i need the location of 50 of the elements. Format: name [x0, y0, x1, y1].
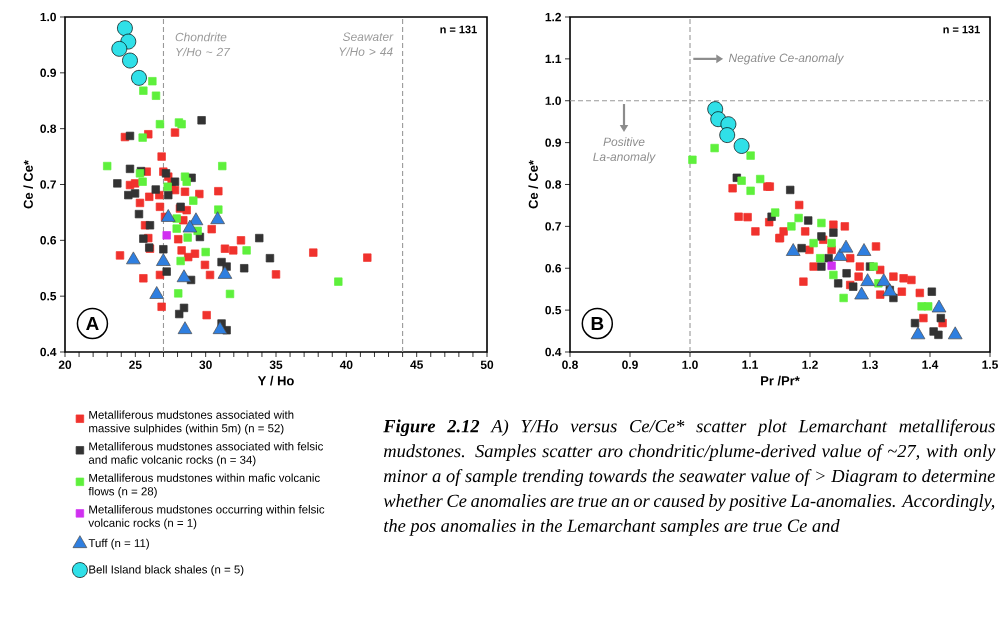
x-tick-label: 20 — [58, 360, 72, 369]
legend-label: Metalliferous mudstones associated with massive sulphides (within 5m) (n = 52) — [89, 410, 294, 435]
y-tick-label: 0.7 — [40, 180, 56, 189]
y-tick-label: 0.5 — [40, 291, 57, 301]
y-tick-label: 0.5 — [545, 305, 562, 315]
x-tick-label: 45 — [410, 360, 423, 369]
x-tick-label: 30 — [199, 360, 212, 370]
x-tick-label: 1.1 — [742, 360, 758, 369]
y-tick-label: 0.7 — [545, 222, 561, 231]
y-tick-label: 1.2 — [545, 12, 562, 22]
text: Figure 2.12 A) Y/Ho versus Ce/Ce* scatter plot Lemarchant metalliferous mudstones. Samples scatter aro chondritic/plume-derived value of ~27, with only minor a of sample trending towards the seawater value of > Diagram to determine whether Ce anomalies are true an or caused by positive La-anomalies. Accordingly, the pos anomalies in the Lemarchant samples are true Ce and — [383, 419, 996, 536]
legend-label: Metalliferous mudstones occurring within felsic volcanic rocks (n = 1) — [88, 505, 325, 530]
x-tick-label: 50 — [480, 360, 494, 369]
y-tick-label: 1.0 — [545, 96, 561, 105]
y-tick-label: 0.8 — [545, 180, 562, 189]
x-tick-label: 1.0 — [682, 360, 698, 369]
legend-label: Metalliferous mudstones within mafic volcanic flows (n = 28) — [88, 473, 320, 498]
y-axis-title: Ce / Ce* — [23, 160, 34, 209]
y-tick-label: 1.1 — [545, 54, 562, 63]
x-tick-label: 35 — [269, 360, 283, 370]
y-tick-label: 0.4 — [545, 347, 562, 357]
y-tick-label: 1.0 — [40, 12, 56, 22]
annotation: Positive La-anomaly — [593, 137, 656, 164]
y-tick-label: 0.8 — [40, 124, 57, 133]
y-tick-label: 0.4 — [40, 347, 57, 357]
y-axis-title: Ce / Ce* — [528, 160, 539, 209]
x-tick-label: 1.3 — [862, 360, 878, 370]
x-axis-title: Y / Ho — [257, 375, 294, 386]
x-tick-label: 1.5 — [982, 360, 998, 369]
legend-label: Bell Island black shales (n = 5) — [89, 565, 244, 576]
y-tick-label: 0.9 — [545, 138, 562, 147]
annotation: B — [591, 317, 604, 331]
annotation: A — [86, 317, 99, 331]
x-tick-label: 1.4 — [922, 360, 939, 369]
y-tick-label: 0.6 — [545, 264, 562, 273]
x-tick-label: 40 — [339, 360, 353, 369]
x-tick-label: 1.2 — [802, 360, 818, 369]
annotation: n = 131 — [943, 25, 980, 34]
legend-label: Tuff (n = 11) — [88, 538, 149, 550]
annotation: n = 131 — [440, 25, 477, 34]
ref-line-label: Seawater Y/Ho > 44 — [339, 32, 394, 56]
x-tick-label: 0.8 — [562, 360, 578, 369]
annotation: Negative Ce-anomaly — [728, 53, 845, 65]
y-tick-label: 0.9 — [40, 68, 57, 78]
x-tick-label: 25 — [129, 360, 142, 369]
x-tick-label: 0.9 — [622, 360, 638, 369]
x-axis-title: Pr /Pr* — [761, 375, 800, 386]
ref-line-label: Chondrite Y/Ho ~ 27 — [175, 32, 231, 57]
legend-label: Metalliferous mudstones associated with felsic and mafic volcanic rocks (n = 34) — [88, 442, 324, 467]
y-tick-label: 0.6 — [40, 236, 57, 245]
